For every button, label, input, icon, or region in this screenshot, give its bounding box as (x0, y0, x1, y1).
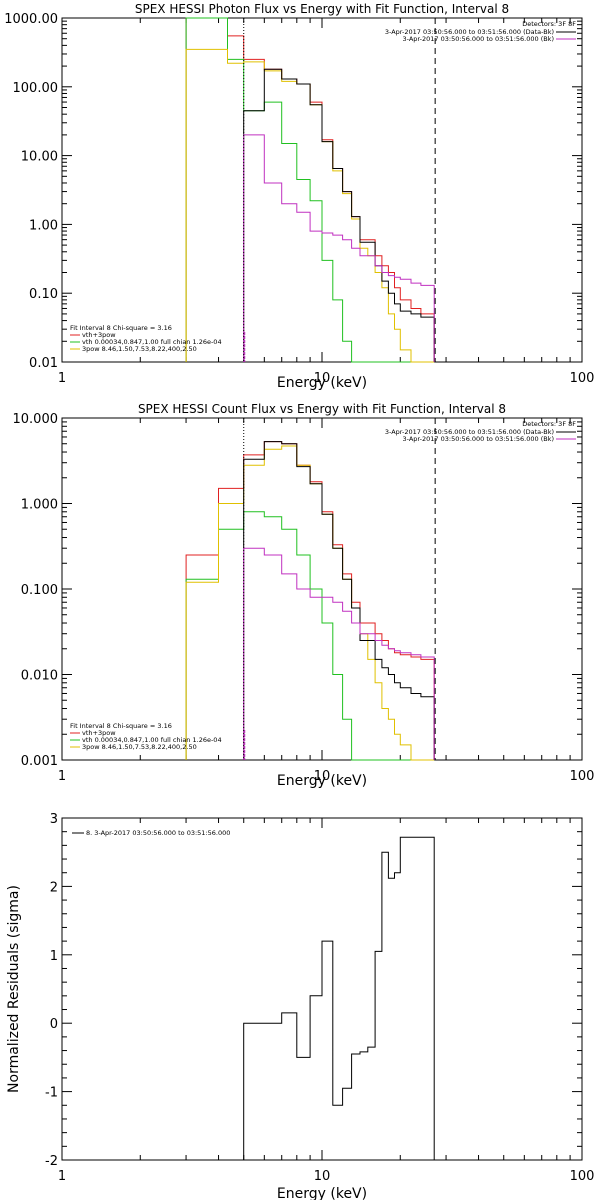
series-1-4 (243, 547, 435, 760)
x-tick-label: 1 (58, 1169, 66, 1184)
series-1-3 (243, 441, 435, 760)
x-tick-label: 10 (314, 371, 331, 386)
x-tick-label: 10 (314, 769, 331, 784)
y-tick-label: 1.000 (21, 498, 58, 513)
legend-header: Detectors: 3F 8F (522, 420, 576, 428)
y-tick-label: 1.00 (29, 218, 58, 233)
legend-entry: 3-Apr-2017 03:50:56.000 to 03:51:56.000 … (385, 28, 554, 36)
series-1-0 (185, 441, 435, 760)
x-tick-label: 1 (58, 371, 66, 386)
y-tick-label: 10.00 (21, 150, 58, 165)
series-0-1 (185, 17, 435, 363)
legend-entry: vth+3pow (82, 729, 116, 737)
x-axis-label-1: Energy (keV) (277, 773, 367, 789)
plot-frame-0 (61, 17, 583, 363)
y-tick-label: 1000.00 (4, 12, 58, 27)
y-tick-label: 0.10 (29, 287, 58, 302)
legend-entry: vth 0.00034,0.847,1.00 full chian 1.26e-… (82, 736, 222, 744)
y-tick-label: 1 (50, 949, 58, 964)
x-axis-label-2: Energy (keV) (277, 1186, 367, 1200)
y-tick-label: 0 (50, 1017, 58, 1032)
series-2-0 (243, 836, 435, 1160)
x-tick-label: 100 (570, 371, 595, 386)
legend-entry: 3-Apr-2017 03:50:56.000 to 03:51:56.000 … (385, 428, 554, 436)
legend-header: Fit Interval 8 Chi-square = 3.16 (70, 722, 172, 730)
series-1-1 (185, 511, 435, 761)
chart-title-1: SPEX HESSI Count Flux vs Energy with Fit… (138, 402, 506, 416)
y-axis-label-2: Normalized Residuals (sigma) (6, 885, 22, 1093)
legend-entry: 8. 3-Apr-2017 03:50:56.000 to 03:51:56.0… (86, 829, 230, 837)
x-tick-label: 10 (314, 1169, 331, 1184)
y-tick-label: 0.100 (21, 583, 58, 598)
y-tick-label: 0.001 (21, 754, 58, 769)
x-tick-label: 1 (58, 769, 66, 784)
legend-entry: 3pow 8.46,1.50,7.53,8.22,400,2.50 (82, 743, 197, 751)
legend-header: Fit Interval 8 Chi-square = 3.16 (70, 324, 172, 332)
legend-header: Detectors: 3F 8F (522, 20, 576, 28)
legend-entry: 3-Apr-2017 03:50:56.000 to 03:51:56.000 … (403, 35, 554, 43)
y-tick-label: 10.000 (13, 412, 59, 427)
x-axis-label-0: Energy (keV) (277, 375, 367, 391)
y-tick-label: 2 (50, 880, 58, 895)
y-tick-label: 0.010 (21, 669, 58, 684)
series-0-4 (243, 134, 435, 362)
y-tick-label: -1 (45, 1086, 58, 1101)
x-tick-label: 100 (570, 1169, 595, 1184)
legend-entry: 3pow 8.46,1.50,7.53,8.22,400,2.50 (82, 345, 197, 353)
chart-title-0: SPEX HESSI Photon Flux vs Energy with Fi… (135, 2, 509, 16)
legend-entry: vth+3pow (82, 331, 116, 339)
y-tick-label: -2 (45, 1154, 58, 1169)
series-1-2 (185, 445, 435, 761)
y-tick-label: 100.00 (13, 81, 59, 96)
x-tick-label: 100 (570, 769, 595, 784)
legend-entry: 3-Apr-2017 03:50:56.000 to 03:51:56.000 … (403, 435, 554, 443)
y-tick-label: 0.01 (29, 356, 58, 371)
legend-entry: vth 0.00034,0.847,1.00 full chian 1.26e-… (82, 338, 222, 346)
y-tick-label: 3 (50, 812, 58, 827)
series-0-3 (243, 68, 435, 362)
